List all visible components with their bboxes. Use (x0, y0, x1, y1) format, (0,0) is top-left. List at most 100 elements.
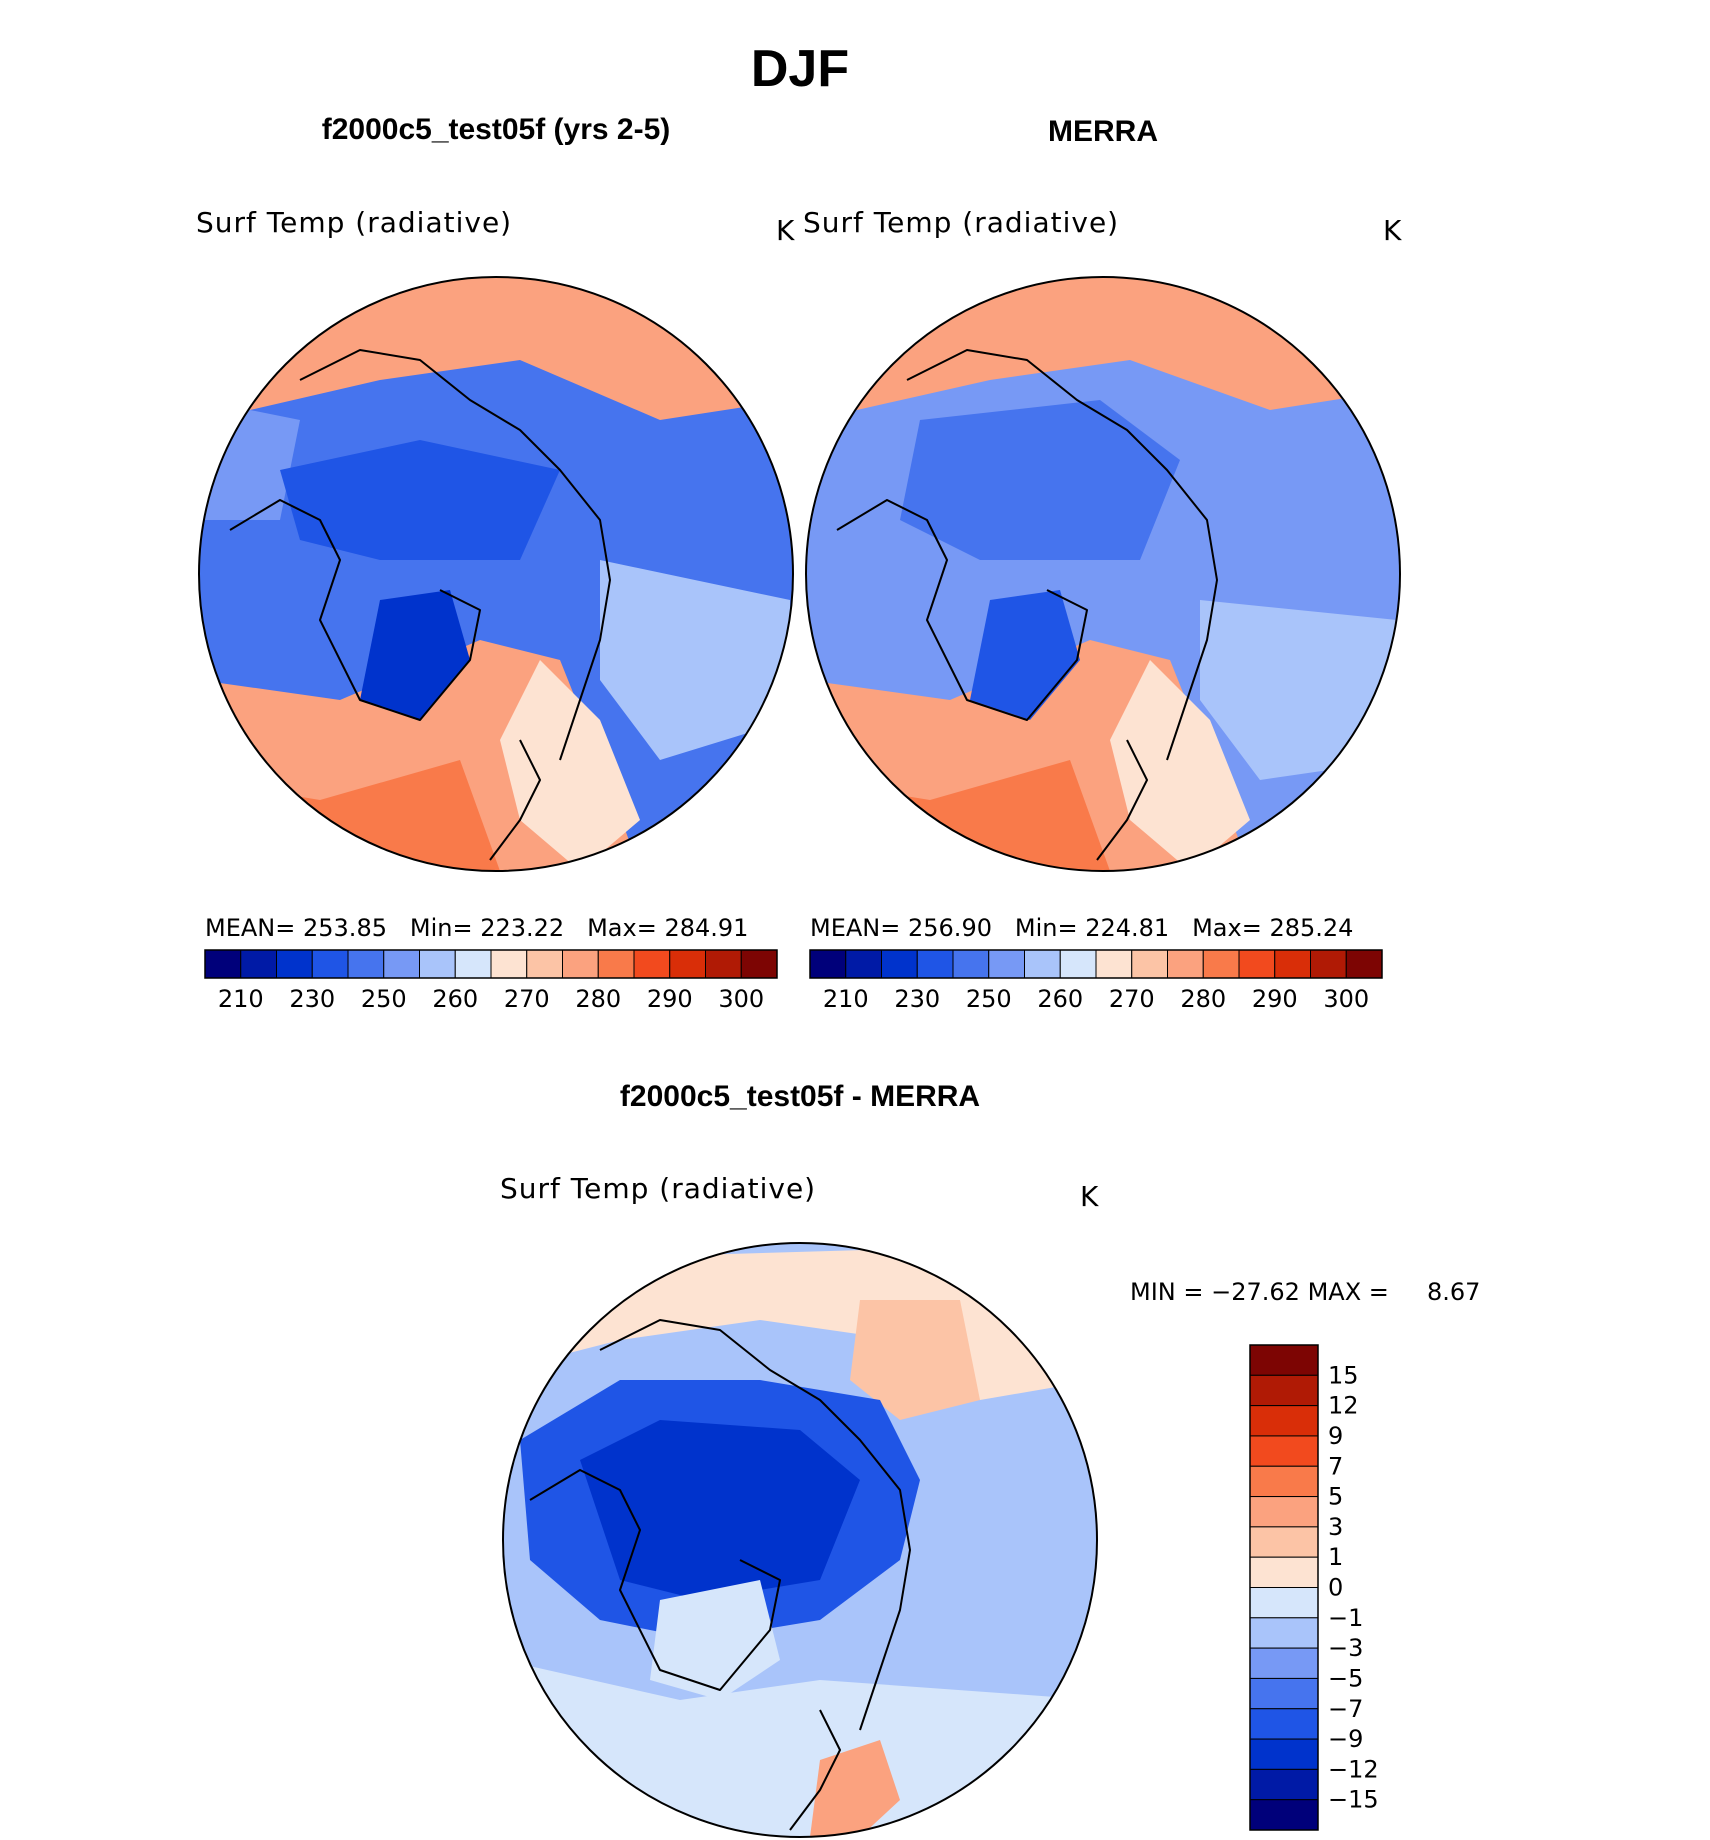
colorbar-difference-swatch (1249, 1617, 1319, 1649)
map-panel-difference (502, 1242, 1098, 1838)
colorbar-model: 210 230 250 260 270 280 290 300 (204, 949, 778, 1013)
colorbar-merra-swatch (845, 949, 882, 979)
map2-siberia-cool (1200, 600, 1397, 780)
panel1-min-label: Min= (410, 914, 473, 942)
colorbar-model-tick-label: 280 (575, 985, 621, 1013)
colorbar-difference-tick-label: −15 (1328, 1786, 1379, 1814)
panel2-max: 285.24 (1269, 914, 1353, 942)
colorbar-model-swatch (562, 949, 599, 979)
colorbar-difference-swatch (1249, 1738, 1319, 1770)
panel2-max-label: Max= (1192, 914, 1262, 942)
colorbar-merra-tick-label: 300 (1323, 985, 1369, 1013)
map1-coastlines (229, 349, 611, 861)
colorbar-merra-swatch (881, 949, 918, 979)
colorbar-difference-tick-label: −3 (1328, 1634, 1363, 1662)
colorbar-difference-swatch (1249, 1556, 1319, 1588)
colorbar-model-swatch (633, 949, 671, 979)
map2-coastlines (836, 349, 1218, 861)
colorbar-merra-swatch (1167, 949, 1204, 979)
map2-europe-mild (1110, 660, 1250, 871)
map2-greenland-cold (970, 590, 1080, 720)
colorbar-merra-swatch (1310, 949, 1347, 979)
colorbar-difference-swatch (1249, 1344, 1319, 1376)
colorbar-difference-tick-label: −9 (1328, 1725, 1363, 1753)
panel2-mean-label: MEAN= (810, 914, 900, 942)
map1-europe-mild (500, 660, 640, 871)
colorbar-difference-swatch (1249, 1677, 1319, 1710)
colorbar-merra-tick-label: 270 (1109, 985, 1155, 1013)
colorbar-merra-tick-label: 290 (1252, 985, 1298, 1013)
colorbar-difference-swatch (1249, 1799, 1319, 1831)
colorbar-merra-swatch (1131, 949, 1168, 979)
panel1-variable-label: Surf Temp (radiative) (196, 206, 512, 239)
colorbar-difference-swatch (1249, 1647, 1319, 1679)
colorbar-model-frame (204, 949, 778, 979)
colorbar-difference-swatch (1249, 1374, 1319, 1407)
colorbar-merra: 210 230 250 260 270 280 290 300 (809, 949, 1383, 1013)
colorbar-model-swatch (740, 949, 778, 979)
map3-atlantic-neutral (503, 1660, 1097, 1837)
panel2-mean: 256.90 (908, 914, 992, 942)
panel2-variable-label: Surf Temp (radiative) (803, 206, 1119, 239)
panel1-stats: MEAN= 253.85 Min= 223.22 Max= 284.91 (205, 914, 748, 942)
panel1-title: f2000c5_test05f (yrs 2-5) (322, 113, 671, 146)
colorbar-merra-swatch (809, 949, 847, 979)
colorbar-difference-tick-label: −1 (1328, 1604, 1363, 1632)
map3-outline (502, 1242, 1098, 1838)
colorbar-difference-tick-label: 7 (1328, 1452, 1343, 1480)
colorbar-merra-tick-label: 280 (1180, 985, 1226, 1013)
panel1-mean-label: MEAN= (205, 914, 295, 942)
colorbar-merra-swatch (916, 949, 954, 979)
colorbar-merra-swatch (988, 949, 1025, 979)
panel2-min: 224.81 (1085, 914, 1169, 942)
figure-title: DJF (751, 40, 849, 98)
panel3-min-label: MIN = (1130, 1278, 1211, 1306)
colorbar-difference-tick-label: 15 (1328, 1361, 1359, 1389)
panel3-stats: MIN = −27.62 MAX = 8.67 (1130, 1278, 1480, 1306)
colorbar-model-swatch (419, 949, 456, 979)
panel1-min: 223.22 (480, 914, 564, 942)
colorbar-merra-tick-label: 250 (966, 985, 1012, 1013)
colorbar-merra-tick-label: 230 (894, 985, 940, 1013)
colorbar-merra-swatch (1059, 949, 1097, 979)
colorbar-difference-swatch (1249, 1768, 1319, 1801)
map1-greenland-cold (360, 590, 470, 720)
colorbar-difference-swatch (1249, 1465, 1319, 1498)
map1-siberia-cool (600, 560, 790, 760)
colorbar-model-tick-label: 300 (718, 985, 764, 1013)
colorbar-merra-frame (809, 949, 1383, 979)
panel1-max-label: Max= (587, 914, 657, 942)
colorbar-model-swatch (347, 949, 385, 979)
map2-arctic-cold (900, 400, 1180, 560)
colorbar-merra-swatch (1345, 949, 1383, 979)
panel3-max-label: MAX = (1300, 1278, 1397, 1306)
colorbar-merra-swatch (952, 949, 990, 979)
colorbar-model-tick-label: 230 (289, 985, 335, 1013)
panel3-min: −27.62 (1211, 1278, 1300, 1306)
map2-outline (805, 276, 1401, 872)
colorbar-difference-tick-label: 0 (1328, 1574, 1343, 1602)
panel1-mean: 253.85 (303, 914, 387, 942)
colorbar-model-swatch (276, 949, 313, 979)
colorbar-difference-tick-label: 3 (1328, 1513, 1343, 1541)
colorbar-difference-swatch (1249, 1587, 1319, 1619)
colorbar-difference-tick-label: −5 (1328, 1664, 1363, 1692)
colorbar-model-swatch (240, 949, 277, 979)
map-panel-model (198, 276, 794, 872)
map-panel-merra (805, 276, 1401, 872)
colorbar-model-tick-label: 290 (647, 985, 693, 1013)
colorbar-difference-tick-label: 5 (1328, 1483, 1343, 1511)
map3-arctic-colder (580, 1420, 860, 1600)
map3-alaska-warm (850, 1300, 980, 1420)
colorbar-model-tick-label: 270 (504, 985, 550, 1013)
panel3-title: f2000c5_test05f - MERRA (620, 1080, 980, 1113)
colorbar-model-swatch (311, 949, 349, 979)
colorbar-model-tick-label: 250 (361, 985, 407, 1013)
colorbar-model-swatch (597, 949, 635, 979)
panel2-stats: MEAN= 256.90 Min= 224.81 Max= 285.24 (810, 914, 1353, 942)
colorbar-merra-swatch (1274, 949, 1311, 979)
colorbar-difference-tick-label: −12 (1328, 1755, 1379, 1783)
colorbar-difference-tick-label: −7 (1328, 1695, 1363, 1723)
